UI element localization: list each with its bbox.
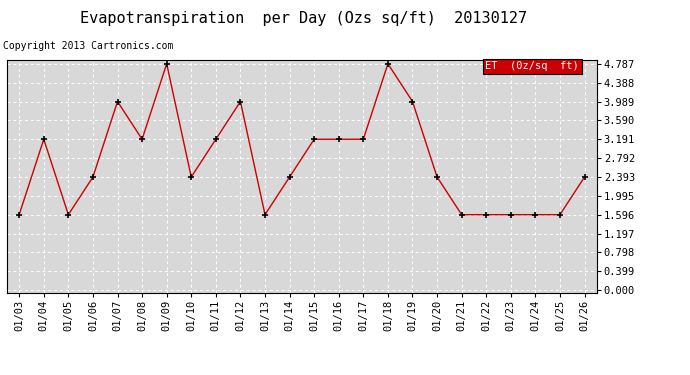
Text: ET  (0z/sq  ft): ET (0z/sq ft) — [485, 61, 579, 71]
Text: Evapotranspiration  per Day (Ozs sq/ft)  20130127: Evapotranspiration per Day (Ozs sq/ft) 2… — [80, 11, 527, 26]
Text: Copyright 2013 Cartronics.com: Copyright 2013 Cartronics.com — [3, 41, 174, 51]
